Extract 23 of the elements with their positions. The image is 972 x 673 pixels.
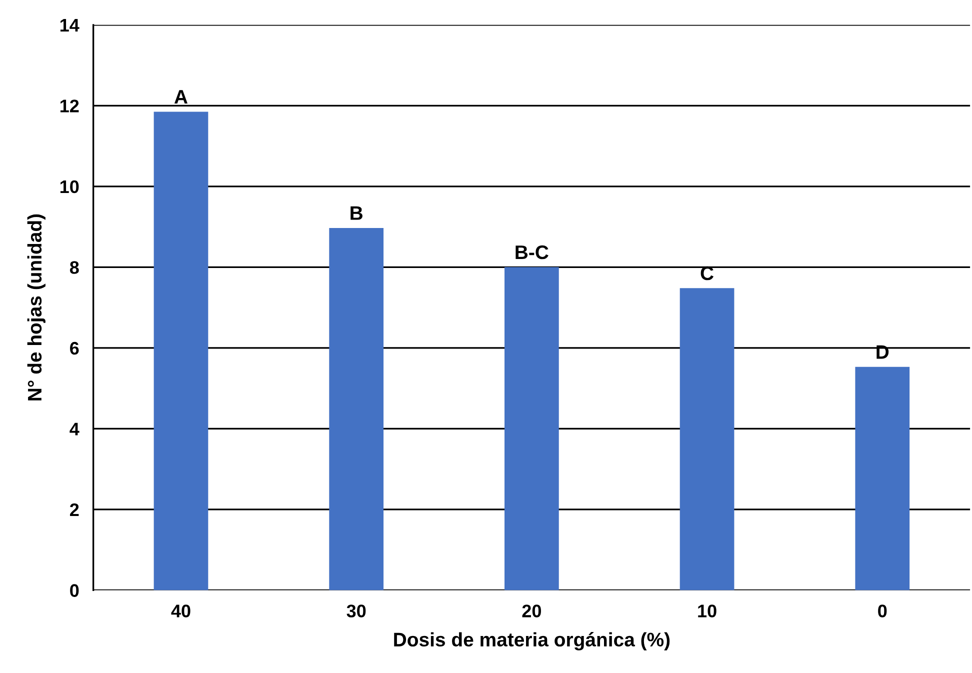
bar <box>154 112 208 590</box>
y-tick-label: 6 <box>70 342 79 355</box>
y-axis-title: N° de hojas (unidad) <box>27 214 46 400</box>
bar <box>329 228 384 590</box>
bar <box>855 366 910 590</box>
x-tick-label: 0 <box>878 604 887 618</box>
y-tick-label: 12 <box>60 100 79 112</box>
annotation: A <box>174 90 188 104</box>
x-tick-label: 20 <box>522 604 541 618</box>
y-tick-label: 4 <box>70 422 80 436</box>
x-tick-label: 10 <box>698 604 716 618</box>
y-tick-label: 8 <box>70 261 79 274</box>
y-tick-label: 0 <box>70 584 79 597</box>
annotation: B <box>350 206 362 220</box>
x-tick-label: 30 <box>346 604 366 618</box>
y-tick-label: 10 <box>60 180 79 194</box>
bar <box>504 267 559 590</box>
x-tick-label: 40 <box>171 604 190 618</box>
x-axis-title: Dosis de materia orgánica (%) <box>394 632 670 650</box>
y-tick-label: 14 <box>60 19 80 32</box>
y-tick-label: 2 <box>70 503 79 516</box>
annotation: B-C <box>516 245 548 260</box>
bar <box>680 288 734 590</box>
